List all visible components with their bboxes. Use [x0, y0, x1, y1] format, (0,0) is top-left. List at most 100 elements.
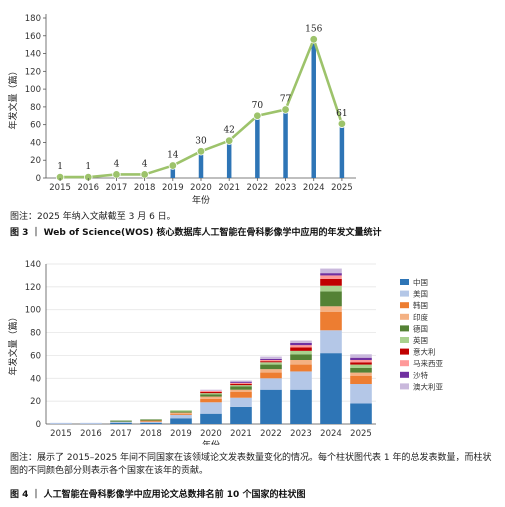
bar-segment	[80, 422, 102, 424]
x-tick-label: 2020	[200, 429, 222, 439]
y-tick-label: 40	[30, 374, 41, 384]
legend-swatch	[400, 290, 409, 297]
trend-point	[281, 105, 290, 114]
bar-segment	[260, 372, 282, 379]
bar-segment	[110, 421, 132, 423]
data-label: 156	[305, 24, 322, 34]
bar-segment	[320, 275, 342, 279]
x-tick-label: 2019	[170, 429, 192, 439]
trend-point	[196, 147, 206, 156]
legend-swatch	[400, 371, 409, 378]
bar-segment	[320, 278, 342, 286]
x-tick-label: 2021	[218, 183, 240, 193]
x-tick-label: 2022	[247, 183, 269, 193]
x-tick-label: 2021	[230, 429, 252, 439]
bar-segment	[230, 385, 252, 387]
y-tick-label: 180	[25, 14, 41, 24]
bar-segment	[320, 330, 342, 354]
x-tick-label: 2024	[303, 183, 325, 193]
data-label: 42	[223, 126, 234, 136]
bar-segment	[290, 350, 312, 355]
legend-label: 韩国	[413, 300, 428, 310]
y-tick-label: 120	[25, 67, 41, 77]
figure-3-caption: 图 3 ｜ Web of Science(WOS) 核心数据库人工智能在骨科影像…	[10, 228, 382, 238]
figure-3-note: 图注：2025 年纳入文献截至 3 月 6 日。	[10, 212, 176, 222]
bar-segment	[260, 361, 282, 363]
legend-swatch	[400, 313, 409, 320]
bar	[339, 123, 345, 178]
bar-segment	[320, 353, 342, 424]
legend-swatch	[400, 360, 409, 367]
bar-segment	[260, 360, 282, 362]
bar-segment	[50, 422, 72, 424]
trend-point	[337, 119, 347, 128]
y-tick-label: 40	[30, 138, 41, 148]
trend-point	[112, 170, 121, 179]
bar-segment	[290, 364, 312, 372]
bar-segment	[200, 389, 222, 391]
legend-label: 英国	[413, 335, 428, 345]
legend-label: 印度	[413, 312, 428, 322]
bar	[255, 115, 260, 178]
legend-label: 澳大利亚	[413, 381, 443, 391]
data-label: 4	[114, 159, 120, 169]
x-tick-label: 2022	[260, 429, 282, 439]
bar-segment	[200, 390, 222, 392]
bar	[311, 39, 316, 179]
data-label: 1	[57, 162, 63, 172]
bar-segment	[230, 380, 252, 382]
bar-segment	[350, 384, 372, 404]
x-tick-label: 2015	[50, 429, 72, 439]
legend-swatch	[400, 279, 409, 285]
trend-point	[253, 111, 262, 120]
data-label: 30	[195, 136, 207, 146]
bar-segment	[320, 268, 342, 274]
x-tick-label: 2018	[140, 429, 162, 439]
y-tick-label: 20	[30, 156, 41, 166]
bar-segment	[350, 368, 372, 373]
bar-segment	[290, 371, 312, 390]
x-tick-label: 2016	[80, 429, 102, 439]
bar-segment	[230, 392, 252, 398]
y-tick-label: 0	[36, 420, 41, 430]
x-tick-label: 2023	[275, 183, 297, 193]
legend-swatch	[400, 302, 409, 309]
bar-segment	[290, 347, 312, 351]
bar-segment	[140, 422, 162, 424]
y-tick-label: 140	[25, 50, 41, 60]
legend-swatch	[400, 348, 409, 355]
bar-segment	[260, 364, 282, 370]
bar-segment	[140, 421, 162, 423]
bar-segment	[350, 354, 372, 358]
bar-segment	[260, 369, 282, 373]
bar-segment	[350, 362, 372, 365]
data-label: 70	[252, 101, 264, 111]
bar-segment	[290, 360, 312, 365]
y-axis-title: 年发文量（篇）	[7, 312, 19, 375]
bar-segment	[200, 402, 222, 414]
bar-segment	[140, 419, 162, 421]
trend-point	[224, 136, 234, 145]
legend-swatch	[400, 325, 409, 332]
bar-segment	[230, 386, 252, 390]
bar-segment	[170, 413, 192, 415]
y-tick-label: 160	[25, 32, 41, 42]
legend-label: 沙特	[413, 370, 428, 380]
bar-segment	[290, 345, 312, 348]
bar-segment	[260, 362, 282, 365]
trend-point	[309, 35, 318, 44]
bar-segment	[230, 384, 252, 386]
bar-segment	[230, 406, 252, 424]
y-tick-label: 0	[36, 174, 41, 184]
bar-segment	[350, 360, 372, 363]
bar-segment	[290, 354, 312, 360]
legend-label: 马来西亚	[413, 359, 443, 368]
bar-segment	[110, 422, 132, 424]
bar-segment	[260, 358, 282, 360]
y-tick-label: 60	[30, 121, 41, 131]
bar-segment	[290, 340, 312, 343]
bar-segment	[260, 356, 282, 359]
bar-segment	[320, 285, 342, 292]
x-tick-label: 2015	[49, 183, 71, 193]
data-label: 1	[85, 162, 91, 172]
